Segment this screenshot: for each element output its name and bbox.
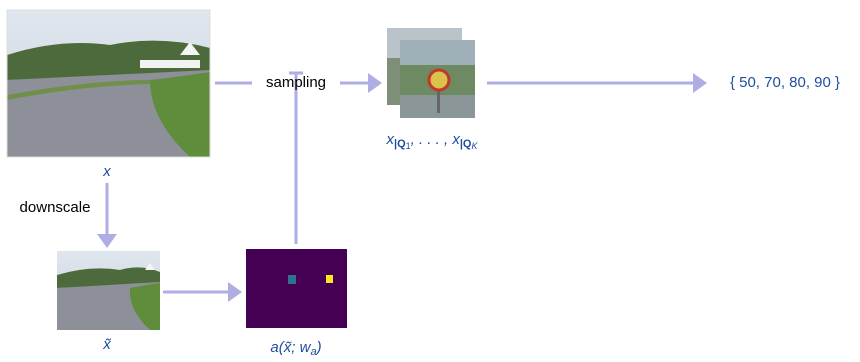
label-subscript: K — [471, 141, 478, 151]
label-part: , . . . , x — [411, 131, 461, 148]
label-subscript: |Q — [394, 138, 406, 150]
arrowhead — [228, 282, 242, 302]
page: x downscale x̃ a(x̃; wa) sampling x|Q1, … — [0, 0, 860, 362]
attention-label: a(x̃; wa) — [270, 339, 321, 357]
output-label: { 50, 70, 80, 90 } — [730, 74, 840, 91]
downscaled-image — [57, 251, 160, 330]
arrowhead — [97, 234, 117, 248]
patches-label: x|Q1, . . . , x|QK — [386, 131, 479, 151]
label-subscript: |Q — [460, 138, 472, 150]
diagram: x downscale x̃ a(x̃; wa) sampling x|Q1, … — [0, 0, 860, 357]
downscale-label: downscale — [20, 199, 91, 216]
label-part: ) — [315, 339, 322, 356]
downscaled-label: x̃ — [102, 336, 112, 353]
patches — [387, 28, 475, 118]
input-image — [7, 10, 210, 157]
arrowhead — [693, 73, 707, 93]
label-part: a(x̃; w — [270, 339, 311, 356]
input-label: x — [102, 163, 111, 180]
sampling-label: sampling — [266, 74, 326, 91]
arrowhead — [368, 73, 382, 93]
attention-map — [246, 249, 347, 328]
